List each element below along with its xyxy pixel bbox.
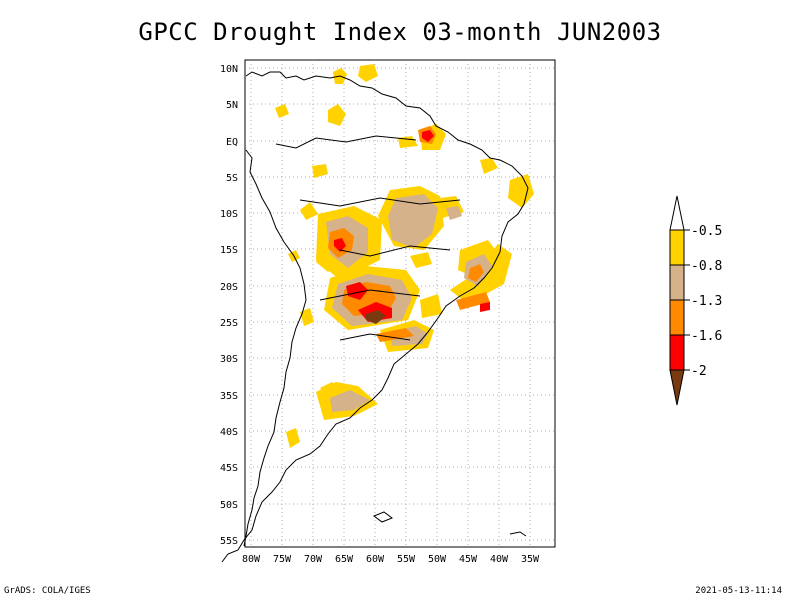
- legend-colorbar: [669, 195, 685, 406]
- lat-label-5n: 5N: [226, 100, 238, 111]
- lon-label-50w: 50W: [428, 554, 447, 565]
- lat-label-5s: 5S: [226, 173, 238, 184]
- longitude-labels: 80W 75W 70W 65W 60W 55W 50W 45W 40W 35W: [242, 554, 540, 565]
- legend-swatch-4: [669, 334, 685, 371]
- latitude-labels: 10N 5N EQ 5S 10S 15S 20S 25S 30S 35S 40S…: [220, 64, 238, 547]
- legend-swatch-3: [669, 299, 685, 336]
- legend-swatch-above: [669, 195, 685, 231]
- legend-label-1: -0.5: [691, 224, 722, 239]
- lon-label-80w: 80W: [242, 554, 261, 565]
- lat-label-45s: 45S: [220, 463, 238, 474]
- lat-label-30s: 30S: [220, 354, 238, 365]
- lat-label-15s: 15S: [220, 245, 238, 256]
- lon-label-55w: 55W: [397, 554, 416, 565]
- legend-swatch-5: [669, 369, 685, 406]
- lat-label-20s: 20S: [220, 282, 238, 293]
- footer-credit: GrADS: COLA/IGES: [4, 586, 91, 596]
- legend-swatch-2: [669, 264, 685, 301]
- lat-label-40s: 40S: [220, 427, 238, 438]
- lat-label-25s: 25S: [220, 318, 238, 329]
- map-title: GPCC Drought Index 03-month JUN2003: [138, 18, 662, 46]
- legend-label-2: -0.8: [691, 259, 722, 274]
- coastlines-and-borders: [221, 71, 529, 563]
- footer-timestamp: 2021-05-13-11:14: [695, 586, 782, 596]
- legend-label-3: -1.3: [691, 294, 722, 309]
- legend-labels: -0.5 -0.8 -1.3 -1.6 -2: [684, 224, 722, 379]
- lon-label-70w: 70W: [304, 554, 323, 565]
- legend-swatch-1: [669, 229, 685, 266]
- lat-label-eq: EQ: [226, 137, 238, 148]
- lon-label-75w: 75W: [273, 554, 292, 565]
- lat-label-50s: 50S: [220, 500, 238, 511]
- legend-label-5: -2: [691, 364, 707, 379]
- drought-class-5-regions: [366, 310, 386, 324]
- lon-label-40w: 40W: [490, 554, 509, 565]
- legend-label-4: -1.6: [691, 329, 722, 344]
- lon-label-35w: 35W: [521, 554, 540, 565]
- lon-label-60w: 60W: [366, 554, 385, 565]
- lon-label-45w: 45W: [459, 554, 478, 565]
- lat-label-35s: 35S: [220, 391, 238, 402]
- lat-label-10n: 10N: [220, 64, 238, 75]
- lat-label-10s: 10S: [220, 209, 238, 220]
- lon-label-65w: 65W: [335, 554, 354, 565]
- lat-label-55s: 55S: [220, 536, 238, 547]
